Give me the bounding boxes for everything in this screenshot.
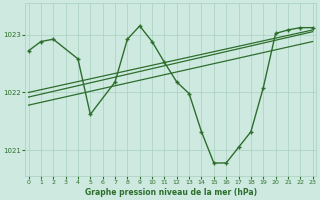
X-axis label: Graphe pression niveau de la mer (hPa): Graphe pression niveau de la mer (hPa)	[84, 188, 257, 197]
